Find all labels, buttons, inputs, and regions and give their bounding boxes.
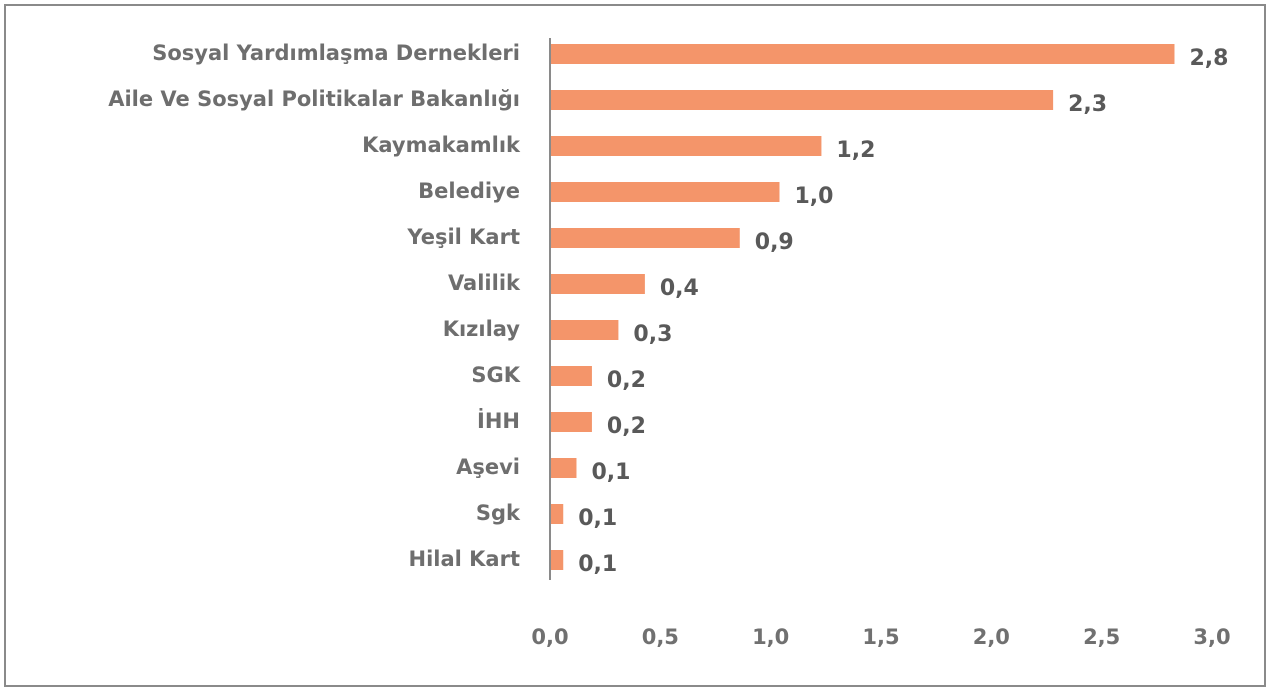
x-tick-label: 1,5	[862, 625, 899, 649]
y-tick-label: Yeşil Kart	[406, 225, 520, 249]
y-tick-label: Kaymakamlık	[362, 133, 521, 157]
y-tick-label: Belediye	[418, 179, 520, 203]
x-tick-label: 1,0	[752, 625, 789, 649]
x-tick-label: 0,0	[531, 625, 568, 649]
x-tick-label: 0,5	[642, 625, 679, 649]
bar	[550, 44, 1175, 64]
value-label: 0,3	[633, 322, 672, 347]
value-label: 2,3	[1068, 92, 1107, 117]
value-label: 2,8	[1189, 46, 1228, 71]
bar	[550, 90, 1054, 110]
y-tick-label: Valilik	[448, 271, 521, 295]
y-tick-label: Kızılay	[443, 317, 521, 341]
y-tick-label: Sosyal Yardımlaşma Dernekleri	[152, 41, 520, 65]
y-tick-label: İHH	[477, 408, 520, 433]
y-tick-label: Sgk	[476, 501, 521, 525]
value-label: 0,9	[755, 230, 794, 255]
x-tick-label: 2,0	[973, 625, 1010, 649]
chart-border	[4, 4, 1266, 687]
y-tick-label: SGK	[471, 363, 520, 387]
bar	[550, 228, 740, 248]
bar	[550, 458, 577, 478]
value-label: 1,2	[836, 138, 875, 163]
bar	[550, 274, 645, 294]
value-label: 0,1	[578, 506, 617, 531]
y-tick-label: Aşevi	[456, 455, 520, 479]
bar	[550, 366, 592, 386]
value-label: 0,4	[660, 276, 699, 301]
x-tick-label: 3,0	[1193, 625, 1230, 649]
value-label: 0,1	[578, 552, 617, 577]
value-label: 0,1	[591, 460, 630, 485]
value-label: 0,2	[607, 368, 646, 393]
bar	[550, 182, 780, 202]
bar	[550, 504, 564, 524]
bar	[550, 136, 822, 156]
bar	[550, 550, 564, 570]
x-tick-label: 2,5	[1083, 625, 1120, 649]
bar	[550, 412, 592, 432]
bar	[550, 320, 619, 340]
value-label: 0,2	[607, 414, 646, 439]
y-tick-label: Hilal Kart	[409, 547, 521, 571]
value-label: 1,0	[794, 184, 833, 209]
y-tick-label: Aile Ve Sosyal Politikalar Bakanlığı	[108, 87, 520, 111]
